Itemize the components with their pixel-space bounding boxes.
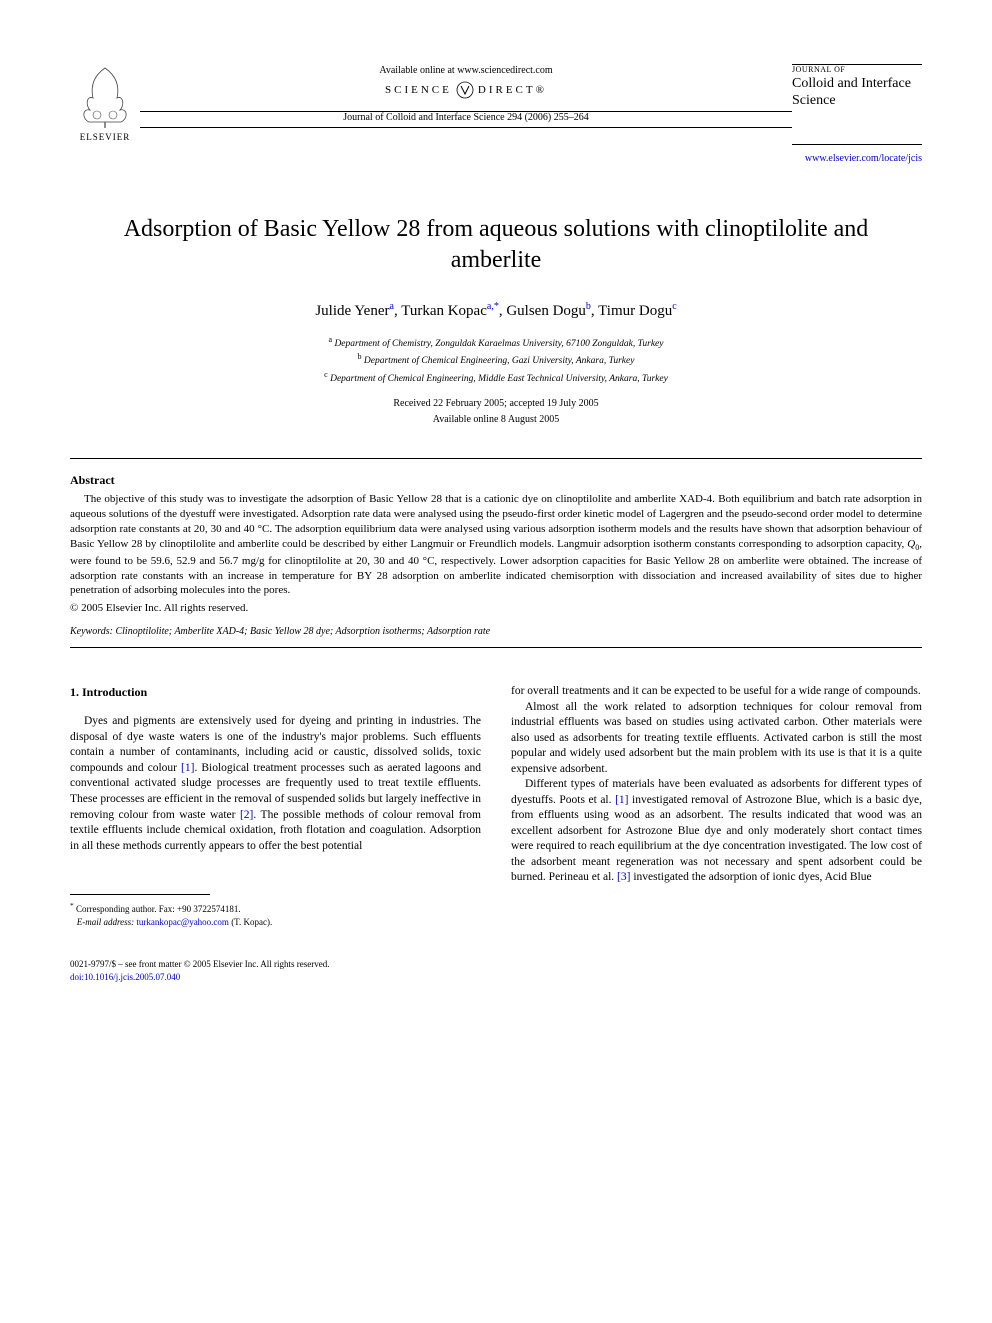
- received-date: Received 22 February 2005; accepted 19 J…: [70, 396, 922, 412]
- abstract-rule-top: [70, 458, 922, 459]
- dates: Received 22 February 2005; accepted 19 J…: [70, 396, 922, 428]
- aff-c-sup: c: [324, 370, 328, 379]
- intro-p1: Dyes and pigments are extensively used f…: [70, 714, 481, 854]
- author-1-sup: a: [390, 301, 394, 312]
- journal-box: JOURNAL OF Colloid and Interface Science…: [792, 60, 922, 164]
- elsevier-label: ELSEVIER: [80, 132, 131, 142]
- author-4: Timur Dogu: [598, 303, 672, 319]
- email-label: E-mail address:: [77, 917, 134, 927]
- abstract-rule-bottom: [70, 647, 922, 648]
- article-title: Adsorption of Basic Yellow 28 from aqueo…: [110, 214, 882, 276]
- intro-p4: Different types of materials have been e…: [511, 777, 922, 886]
- author-3: Gulsen Dogu: [506, 303, 586, 319]
- ref-1[interactable]: [1]: [181, 762, 194, 774]
- footnote-rule: [70, 894, 210, 895]
- journal-rule-2: [792, 144, 922, 145]
- page-header: ELSEVIER Available online at www.science…: [70, 60, 922, 164]
- sd-right: DIRECT®: [478, 84, 547, 96]
- author-1: Julide Yener: [315, 303, 389, 319]
- sd-left: SCIENCE: [385, 84, 452, 96]
- left-column: 1. Introduction Dyes and pigments are ex…: [70, 684, 481, 928]
- aff-a-sup: a: [329, 335, 333, 344]
- science-direct-logo: SCIENCE DIRECT®: [140, 81, 792, 99]
- footnote-star: *: [70, 901, 74, 910]
- affiliations: a Department of Chemistry, Zonguldak Kar…: [70, 334, 922, 386]
- ref-1b[interactable]: [1]: [615, 794, 628, 806]
- email-who: (T. Kopac).: [229, 917, 272, 927]
- header-rule-2: [140, 127, 792, 128]
- author-4-sup: c: [672, 301, 676, 312]
- authors: Julide Yenera, Turkan Kopaca,*, Gulsen D…: [70, 301, 922, 320]
- abstract-body: The objective of this study was to inves…: [70, 492, 922, 598]
- author-3-sup: b: [586, 301, 591, 312]
- p4c: investigated the adsorption of ionic dye…: [630, 871, 871, 883]
- bottom-info: 0021-9797/$ – see front matter © 2005 El…: [70, 958, 922, 983]
- kw-text: Clinoptilolite; Amberlite XAD-4; Basic Y…: [113, 626, 490, 637]
- footnote-corr: Corresponding author. Fax: +90 372257418…: [76, 904, 241, 914]
- intro-p2: for overall treatments and it can be exp…: [511, 684, 922, 700]
- abstract-pre: The objective of this study was to inves…: [70, 493, 922, 550]
- footnote: * Corresponding author. Fax: +90 3722574…: [70, 901, 481, 928]
- available-online: Available online at www.sciencedirect.co…: [140, 65, 792, 76]
- online-date: Available online 8 August 2005: [70, 412, 922, 428]
- email-link[interactable]: turkankopac@yahoo.com: [136, 917, 229, 927]
- kw-label: Keywords:: [70, 626, 113, 637]
- abstract-head: Abstract: [70, 473, 922, 488]
- doi-link[interactable]: doi:10.1016/j.jcis.2005.07.040: [70, 971, 922, 984]
- aff-c: Department of Chemical Engineering, Midd…: [330, 374, 668, 384]
- front-matter: 0021-9797/$ – see front matter © 2005 El…: [70, 958, 922, 971]
- author-2-sup: a,*: [487, 301, 499, 312]
- center-header: Available online at www.sciencedirect.co…: [140, 60, 792, 128]
- aff-b-sup: b: [358, 352, 362, 361]
- aff-b: Department of Chemical Engineering, Gazi…: [364, 357, 635, 367]
- right-column: for overall treatments and it can be exp…: [511, 684, 922, 928]
- journal-main: Colloid and Interface Science: [792, 76, 922, 110]
- intro-head: 1. Introduction: [70, 684, 481, 700]
- aff-a: Department of Chemistry, Zonguldak Karae…: [334, 339, 663, 349]
- main-columns: 1. Introduction Dyes and pigments are ex…: [70, 684, 922, 928]
- keywords: Keywords: Clinoptilolite; Amberlite XAD-…: [70, 626, 922, 637]
- ref-3[interactable]: [3]: [617, 871, 630, 883]
- intro-p3: Almost all the work related to adsorptio…: [511, 700, 922, 778]
- copyright: © 2005 Elsevier Inc. All rights reserved…: [70, 602, 922, 614]
- elsevier-tree-icon: [75, 60, 135, 130]
- journal-link[interactable]: www.elsevier.com/locate/jcis: [792, 153, 922, 164]
- journal-small: JOURNAL OF: [792, 65, 922, 74]
- citation: Journal of Colloid and Interface Science…: [140, 112, 792, 123]
- p4b: investigated removal of Astrozone Blue, …: [511, 794, 922, 884]
- sd-swirl-icon: [456, 81, 474, 99]
- author-2: Turkan Kopac: [401, 303, 487, 319]
- ref-2[interactable]: [2]: [240, 809, 253, 821]
- elsevier-logo: ELSEVIER: [70, 60, 140, 142]
